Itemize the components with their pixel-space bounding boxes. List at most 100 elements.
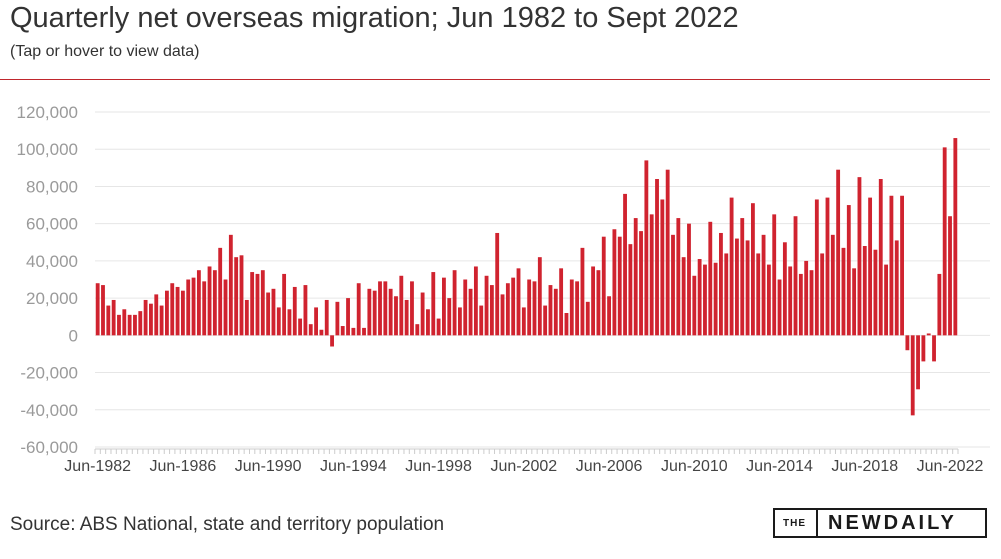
bar[interactable] xyxy=(836,169,841,336)
bar[interactable] xyxy=(623,193,627,336)
bar[interactable] xyxy=(884,264,889,336)
bar[interactable] xyxy=(266,292,271,336)
bar[interactable] xyxy=(766,264,771,336)
bar[interactable] xyxy=(889,195,894,336)
bar[interactable] xyxy=(777,279,782,336)
bar[interactable] xyxy=(788,266,793,336)
bar[interactable] xyxy=(314,307,318,336)
bar[interactable] xyxy=(303,285,308,336)
bars[interactable] xyxy=(95,138,958,416)
bar[interactable] xyxy=(740,218,745,336)
bar[interactable] xyxy=(239,255,244,336)
bar[interactable] xyxy=(756,253,761,336)
bar[interactable] xyxy=(324,299,329,336)
bar[interactable] xyxy=(692,275,697,336)
bar[interactable] xyxy=(724,253,729,336)
bar[interactable] xyxy=(138,311,143,336)
bar[interactable] xyxy=(804,260,809,336)
bar[interactable] xyxy=(697,259,702,336)
bar[interactable] xyxy=(505,283,510,336)
bar[interactable] xyxy=(633,218,638,336)
bar[interactable] xyxy=(729,197,734,336)
bar[interactable] xyxy=(117,314,121,336)
bar[interactable] xyxy=(133,314,137,336)
bar[interactable] xyxy=(809,270,814,336)
bar[interactable] xyxy=(388,288,393,336)
bar[interactable] xyxy=(260,270,265,336)
bar[interactable] xyxy=(346,298,350,336)
bar[interactable] xyxy=(703,264,707,336)
bar[interactable] xyxy=(378,281,382,336)
bar[interactable] xyxy=(298,318,303,336)
bar[interactable] xyxy=(223,279,228,336)
bar[interactable] xyxy=(607,296,611,336)
bar[interactable] xyxy=(394,296,398,336)
bar[interactable] xyxy=(655,179,659,336)
bar[interactable] xyxy=(916,335,920,390)
bar[interactable] xyxy=(452,270,457,336)
bar[interactable] xyxy=(639,231,643,336)
bar[interactable] xyxy=(601,236,606,336)
newdaily-logo[interactable]: THE NEWDAILY xyxy=(773,508,987,538)
bar[interactable] xyxy=(191,277,196,336)
bar[interactable] xyxy=(212,270,217,336)
bar[interactable] xyxy=(234,257,239,336)
bar[interactable] xyxy=(250,272,255,336)
bar[interactable] xyxy=(910,335,915,416)
bar[interactable] xyxy=(585,301,590,336)
bar[interactable] xyxy=(937,273,942,336)
bar[interactable] xyxy=(841,247,846,336)
bar[interactable] xyxy=(735,238,739,336)
bar[interactable] xyxy=(543,305,548,336)
bar[interactable] xyxy=(537,257,542,336)
bar[interactable] xyxy=(846,205,851,336)
bar[interactable] xyxy=(218,247,223,336)
bar[interactable] xyxy=(926,333,931,336)
bar[interactable] xyxy=(942,147,947,336)
bar[interactable] xyxy=(101,285,105,336)
bar[interactable] xyxy=(186,279,191,336)
bar[interactable] xyxy=(772,214,777,336)
bar[interactable] xyxy=(687,223,691,336)
bar[interactable] xyxy=(569,279,574,336)
bar[interactable] xyxy=(660,199,665,336)
bar[interactable] xyxy=(335,301,340,336)
bar[interactable] xyxy=(431,272,436,336)
bar[interactable] xyxy=(175,286,180,336)
bar[interactable] xyxy=(228,234,233,336)
bar[interactable] xyxy=(820,253,825,336)
bar[interactable] xyxy=(308,324,313,336)
bar[interactable] xyxy=(793,216,798,336)
bar[interactable] xyxy=(420,292,425,336)
bar[interactable] xyxy=(180,290,185,336)
bar[interactable] xyxy=(953,138,958,336)
bar[interactable] xyxy=(500,294,505,336)
bar[interactable] xyxy=(484,275,489,336)
bar[interactable] xyxy=(671,234,675,336)
bar[interactable] xyxy=(825,197,830,336)
bar[interactable] xyxy=(106,305,111,336)
bar[interactable] xyxy=(719,232,723,336)
bar[interactable] xyxy=(202,281,207,336)
bar[interactable] xyxy=(878,179,883,336)
bar[interactable] xyxy=(165,290,169,336)
bar[interactable] xyxy=(95,283,100,336)
bar[interactable] xyxy=(255,273,260,336)
bar[interactable] xyxy=(553,288,558,336)
bar[interactable] xyxy=(463,279,468,336)
bar[interactable] xyxy=(713,262,718,336)
bar[interactable] xyxy=(868,197,873,336)
bar[interactable] xyxy=(900,195,904,336)
bar[interactable] xyxy=(127,314,132,336)
bar[interactable] xyxy=(468,288,473,336)
bar[interactable] xyxy=(516,268,521,336)
bar[interactable] xyxy=(367,288,372,336)
bar[interactable] xyxy=(287,309,292,336)
bar[interactable] xyxy=(495,232,500,336)
bar[interactable] xyxy=(330,335,334,347)
bar[interactable] xyxy=(511,277,516,336)
bar[interactable] xyxy=(457,307,462,336)
bar[interactable] xyxy=(862,246,867,336)
bar[interactable] xyxy=(591,266,596,336)
bar[interactable] xyxy=(681,257,686,336)
